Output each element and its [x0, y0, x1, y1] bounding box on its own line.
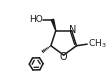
Polygon shape — [51, 19, 56, 31]
Text: HO: HO — [29, 15, 43, 24]
Text: N: N — [69, 25, 76, 35]
Text: O: O — [60, 52, 68, 62]
Text: CH$_3$: CH$_3$ — [88, 37, 106, 50]
